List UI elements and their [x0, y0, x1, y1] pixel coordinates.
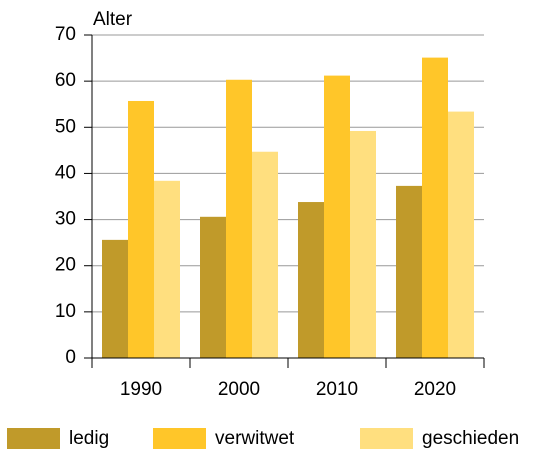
legend-label: geschieden — [422, 428, 519, 449]
legend-swatch — [360, 428, 413, 449]
bar — [448, 111, 474, 359]
y-tick-label: 0 — [65, 347, 76, 368]
bar — [154, 180, 180, 358]
bar — [252, 151, 278, 358]
y-tick-label: 10 — [55, 301, 76, 322]
bar — [350, 130, 376, 358]
x-tick-label: 2000 — [218, 379, 260, 400]
x-tick-label: 2010 — [316, 379, 358, 400]
legend-label: ledig — [69, 428, 109, 449]
y-tick-label: 70 — [55, 24, 76, 45]
legend-swatch — [7, 428, 60, 449]
legend-swatch — [153, 428, 206, 449]
y-tick-label: 30 — [55, 209, 76, 230]
y-axis-label: Alter — [93, 9, 133, 30]
bar — [422, 57, 448, 359]
bar — [298, 202, 324, 358]
x-tick-label: 1990 — [120, 379, 162, 400]
x-tick-label: 2020 — [414, 379, 456, 400]
y-tick-label: 50 — [55, 116, 76, 137]
bar — [200, 216, 226, 358]
y-tick-label: 20 — [55, 255, 76, 276]
bar — [102, 239, 128, 358]
bar — [128, 100, 154, 358]
bar — [226, 79, 252, 358]
legend-label: verwitwet — [215, 428, 295, 449]
y-tick-label: 40 — [55, 162, 76, 183]
bar — [324, 75, 350, 358]
bar — [396, 185, 422, 358]
y-tick-label: 60 — [55, 70, 76, 91]
